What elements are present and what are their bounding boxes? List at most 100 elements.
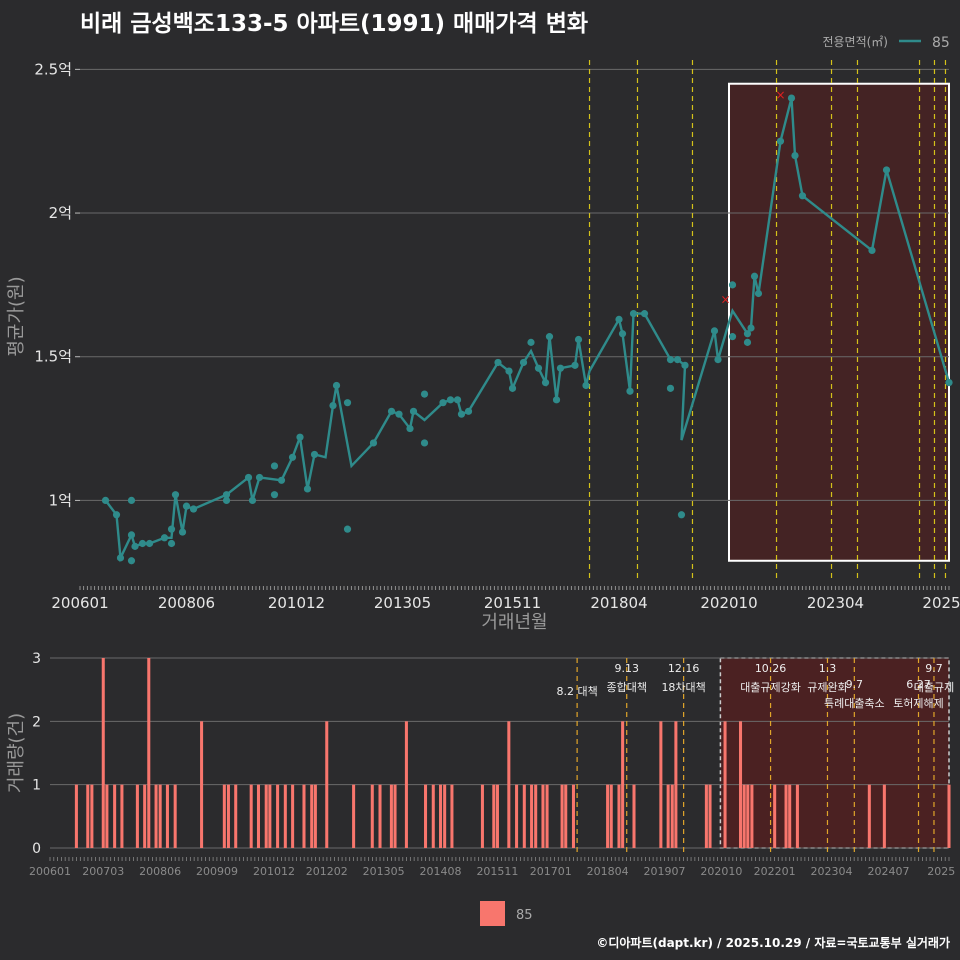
x-tick-label: 200806 [158, 594, 215, 612]
volume-bar [143, 784, 147, 848]
price-point [332, 381, 341, 390]
volume-bar [795, 784, 799, 848]
price-point [541, 378, 550, 387]
price-point [494, 358, 502, 367]
volume-bar [200, 721, 204, 848]
volume-bar [632, 784, 636, 848]
volume-bar [571, 784, 575, 848]
price-point [439, 399, 447, 407]
volume-bar [450, 784, 454, 848]
x-tick-label: 201804 [587, 865, 629, 878]
volume-bar [90, 784, 94, 848]
price-point [629, 310, 638, 318]
price-point [776, 137, 785, 145]
volume-bar [173, 784, 177, 848]
x-tick-label: 201012 [253, 865, 295, 878]
policy-label: 토허제해제 [893, 696, 944, 710]
price-point [868, 246, 876, 255]
volume-bar [264, 784, 268, 848]
price-point [453, 396, 462, 404]
volume-bar [750, 784, 754, 848]
price-point [457, 410, 466, 418]
price-point [369, 439, 378, 447]
policy-label: 대출규제강화 [740, 681, 801, 694]
volume-bar [86, 784, 90, 848]
price-point [138, 539, 147, 548]
chart-title: 비래 금성백조133-5 아파트(1991) 매매가격 변화 [80, 11, 589, 37]
price-point [464, 407, 473, 415]
volume-bar [541, 784, 545, 848]
legend-label: 85 [932, 35, 950, 51]
policy-date: 12.16 [668, 662, 700, 675]
price-point [406, 424, 414, 433]
volume-bar [492, 784, 496, 848]
volume-bar [393, 784, 397, 848]
price-point [270, 462, 279, 470]
price-point [750, 272, 759, 280]
volume-bar [222, 784, 226, 848]
volume-bar [788, 784, 792, 848]
volume-bar [226, 784, 230, 848]
volume-bar [515, 784, 519, 848]
volume-bar [74, 784, 78, 848]
price-point [527, 338, 535, 346]
volume-bar [739, 721, 743, 848]
y-axis-title: 거래량(건) [6, 713, 27, 793]
volume-bar [621, 721, 625, 848]
volume-bar [404, 721, 408, 848]
legend-swatch [480, 901, 505, 926]
policy-label: 대출규제 [914, 681, 954, 694]
y-tick-label: 3 [32, 651, 41, 667]
y-tick-label: 2 [32, 714, 41, 730]
volume-bar [609, 784, 613, 848]
x-tick-label: 201305 [363, 865, 405, 878]
policy-label: 특례대출축소 [824, 697, 885, 710]
volume-bar [256, 784, 260, 848]
price-point [747, 324, 755, 332]
x-tick-label: 202201 [754, 865, 796, 878]
price-point [127, 531, 136, 539]
volume-bar [370, 784, 374, 848]
policy-date: 10.26 [755, 662, 787, 675]
price-point [743, 338, 752, 346]
volume-bar [154, 784, 158, 848]
x-tick-label: 201804 [590, 594, 647, 612]
price-point [277, 476, 286, 484]
volume-bar [378, 784, 382, 848]
y-axis-title: 평균가(원) [6, 276, 27, 356]
price-point [303, 485, 312, 493]
highlight-region [728, 82, 950, 562]
volume-bar [325, 721, 329, 848]
x-tick-label: 200703 [82, 865, 124, 878]
volume-bar [310, 784, 314, 848]
price-point [255, 473, 264, 482]
volume-bar [564, 784, 568, 848]
legend-label: 85 [516, 908, 533, 923]
price-point [189, 505, 198, 513]
price-point [145, 539, 154, 548]
price-point [127, 496, 136, 505]
price-point [508, 384, 517, 392]
volume-bar [495, 784, 499, 848]
y-tick-label: 0 [32, 841, 41, 857]
price-point [571, 361, 579, 369]
price-point [101, 496, 110, 505]
volume-bar [113, 784, 117, 848]
volume-bar [773, 784, 777, 848]
x-axis-title: 거래년월 [481, 612, 547, 633]
price-point [420, 439, 429, 447]
price-point [754, 289, 763, 298]
volume-bar [746, 784, 750, 848]
volume-bar [530, 784, 534, 848]
volume-bar [158, 784, 162, 848]
volume-bar [882, 784, 886, 848]
price-point [534, 364, 543, 372]
price-point [615, 315, 623, 323]
volume-bar [545, 784, 549, 848]
x-tick-label: 201701 [530, 865, 572, 878]
policy-date: 6.27 [906, 678, 931, 691]
volume-bar [674, 721, 678, 848]
price-point [409, 407, 418, 415]
price-point [505, 367, 513, 375]
x-tick-label: 201202 [306, 865, 348, 878]
